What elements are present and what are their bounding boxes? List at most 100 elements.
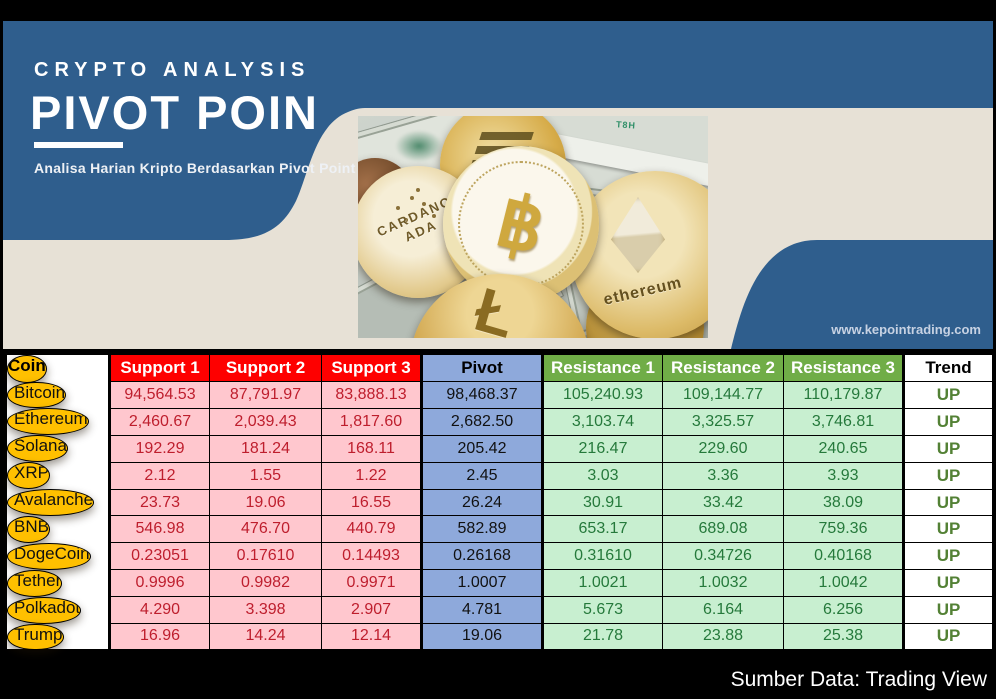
resistance3-cell: 3,746.81 <box>783 407 904 436</box>
support3-cell: 16.55 <box>321 488 422 517</box>
table-header-row: Coin Support 1 Support 2 Support 3 Pivot Resi… <box>6 353 994 383</box>
column-header-pivot: Pivot <box>420 353 543 382</box>
trend-cell: UP <box>902 488 994 517</box>
support3-cell: 0.14493 <box>321 542 422 571</box>
coin-cell: Ethereum <box>7 408 89 436</box>
resistance1-cell: 1.0021 <box>541 569 663 598</box>
support3-cell: 0.9971 <box>321 569 422 598</box>
resistance2-cell: 23.88 <box>662 623 784 651</box>
coin-cell: Polkadot <box>7 596 82 624</box>
support1-cell: 0.9996 <box>108 569 210 598</box>
coin-cell: BNB <box>7 515 50 543</box>
table-row: BNB 546.98 476.70 440.79 582.89 653.17 689.08 7… <box>6 515 994 544</box>
pivot-cell: 26.24 <box>420 488 543 517</box>
resistance2-cell: 3,325.57 <box>662 407 784 436</box>
support1-cell: 192.29 <box>108 434 210 463</box>
table-row: Solana 192.29 181.24 168.11 205.42 216.47 229.… <box>6 434 994 463</box>
resistance3-cell: 3.93 <box>783 461 904 490</box>
table-row: Bitcoin 94,564.53 87,791.97 83,888.13 98,468… <box>6 381 994 409</box>
support1-cell: 2,460.67 <box>108 407 210 436</box>
resistance1-cell: 0.31610 <box>541 542 663 571</box>
pivot-cell: 582.89 <box>420 515 543 544</box>
resistance1-cell: 105,240.93 <box>541 381 663 409</box>
title-underline <box>34 142 123 148</box>
coin-cell: Solana <box>7 435 68 463</box>
trend-cell: UP <box>902 542 994 571</box>
dollar-serial-number: T8H <box>615 119 637 131</box>
support2-cell: 0.9982 <box>209 569 322 598</box>
table-row: XRP 2.12 1.55 1.22 2.45 3.03 3.36 3.93 UP <box>6 461 994 490</box>
trend-cell: UP <box>902 434 994 463</box>
resistance3-cell: 759.36 <box>783 515 904 544</box>
table-row: Tether 0.9996 0.9982 0.9971 1.0007 1.0021 1.00… <box>6 569 994 598</box>
support2-cell: 3.398 <box>209 596 322 625</box>
support2-cell: 14.24 <box>209 623 322 651</box>
cardano-dots <box>410 196 414 200</box>
coin-cell: DogeCoin <box>7 542 91 570</box>
support1-cell: 0.23051 <box>108 542 210 571</box>
resistance2-cell: 3.36 <box>662 461 784 490</box>
coin-cell: XRP <box>7 462 50 490</box>
column-header-resistance-1: Resistance 1 <box>541 353 663 382</box>
website-url: www.kepointrading.com <box>831 322 981 337</box>
resistance2-cell: 1.0032 <box>662 569 784 598</box>
column-header-trend: Trend <box>902 353 994 382</box>
support1-cell: 4.290 <box>108 596 210 625</box>
support3-cell: 12.14 <box>321 623 422 651</box>
trend-cell: UP <box>902 381 994 409</box>
table-row: Polkadot 4.290 3.398 2.907 4.781 5.673 6.164 6.… <box>6 596 994 625</box>
resistance2-cell: 6.164 <box>662 596 784 625</box>
resistance1-cell: 3,103.74 <box>541 407 663 436</box>
support3-cell: 440.79 <box>321 515 422 544</box>
resistance3-cell: 38.09 <box>783 488 904 517</box>
coin-cell: Bitcoin <box>7 381 67 409</box>
trend-cell: UP <box>902 515 994 544</box>
source-credit: Sumber Data: Trading View <box>730 668 987 691</box>
resistance3-cell: 1.0042 <box>783 569 904 598</box>
pivot-cell: 1.0007 <box>420 569 543 598</box>
resistance1-cell: 3.03 <box>541 461 663 490</box>
coin-cell: Trump <box>7 623 64 651</box>
column-header-support-1: Support 1 <box>108 353 210 382</box>
support2-cell: 87,791.97 <box>209 381 322 409</box>
resistance1-cell: 5.673 <box>541 596 663 625</box>
support2-cell: 181.24 <box>209 434 322 463</box>
support3-cell: 83,888.13 <box>321 381 422 409</box>
crypto-coins-photo: T8H CARDANO ADA ethereum ฿ <box>358 116 708 338</box>
column-header-support-2: Support 2 <box>209 353 322 382</box>
page-title: PIVOT POIN <box>30 86 319 139</box>
support3-cell: 1.22 <box>321 461 422 490</box>
page-kicker: CRYPTO ANALYSIS <box>34 59 311 81</box>
resistance3-cell: 110,179.87 <box>783 381 904 409</box>
resistance2-cell: 109,144.77 <box>662 381 784 409</box>
support2-cell: 19.06 <box>209 488 322 517</box>
litecoin-symbol: Ł <box>467 275 523 338</box>
coin-cell: Avalanche <box>7 489 95 516</box>
trend-cell: UP <box>902 407 994 436</box>
pivot-cell: 98,468.37 <box>420 381 543 409</box>
resistance1-cell: 216.47 <box>541 434 663 463</box>
banner: CRYPTO ANALYSIS PIVOT POIN Analisa Haria… <box>3 21 993 349</box>
resistance2-cell: 229.60 <box>662 434 784 463</box>
pivot-point-table: Coin Support 1 Support 2 Support 3 Pivot Resi… <box>4 352 995 652</box>
column-header-coin: Coin <box>7 355 47 383</box>
trend-cell: UP <box>902 623 994 651</box>
pivot-cell: 205.42 <box>420 434 543 463</box>
resistance2-cell: 0.34726 <box>662 542 784 571</box>
trend-cell: UP <box>902 569 994 598</box>
support2-cell: 476.70 <box>209 515 322 544</box>
coin-cell: Tether <box>7 569 63 597</box>
support3-cell: 1,817.60 <box>321 407 422 436</box>
resistance3-cell: 25.38 <box>783 623 904 651</box>
resistance3-cell: 0.40168 <box>783 542 904 571</box>
support1-cell: 16.96 <box>108 623 210 651</box>
column-header-resistance-2: Resistance 2 <box>662 353 784 382</box>
resistance3-cell: 240.65 <box>783 434 904 463</box>
resistance3-cell: 6.256 <box>783 596 904 625</box>
ethereum-label: ethereum <box>602 274 684 309</box>
support1-cell: 23.73 <box>108 488 210 517</box>
table-row: DogeCoin 0.23051 0.17610 0.14493 0.26168 0.31… <box>6 542 994 571</box>
support1-cell: 2.12 <box>108 461 210 490</box>
resistance1-cell: 30.91 <box>541 488 663 517</box>
